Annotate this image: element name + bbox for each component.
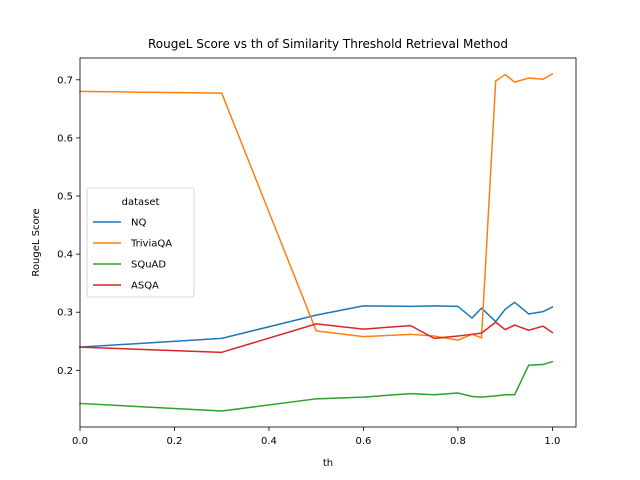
legend-title: dataset [122, 197, 160, 208]
x-tick-label: 0.2 [167, 436, 183, 447]
plot-frame [79, 57, 577, 428]
y-tick-label: 0.7 [57, 75, 73, 86]
x-tick-label: 0.6 [355, 436, 371, 447]
legend-label-asqa: ASQA [131, 281, 159, 292]
series-line-squad [79, 360, 554, 412]
series-line-nq [79, 301, 554, 348]
legend-label-triviaqa: TriviaQA [130, 239, 172, 250]
y-tick-label: 0.6 [57, 133, 73, 144]
y-tick-label: 0.5 [57, 192, 73, 203]
legend-label-nq: NQ [131, 218, 146, 229]
y-tick-label: 0.2 [57, 366, 73, 377]
legend-label-squad: SQuAD [131, 260, 166, 271]
y-tick-label: 0.4 [57, 250, 73, 261]
x-tick-label: 0.0 [72, 436, 88, 447]
x-tick-label: 0.8 [450, 436, 466, 447]
y-tick-label: 0.3 [57, 308, 73, 319]
x-tick-label: 0.4 [261, 436, 277, 447]
chart-title: RougeL Score vs th of Similarity Thresho… [148, 37, 508, 51]
legend: dataset NQ TriviaQA SQuAD ASQA [86, 187, 195, 298]
y-axis-label: RougeL Score [31, 208, 42, 276]
series-line-asqa [79, 321, 554, 354]
legend-frame [86, 187, 195, 298]
x-axis-label: th [323, 458, 333, 469]
x-tick-label: 1.0 [544, 436, 560, 447]
